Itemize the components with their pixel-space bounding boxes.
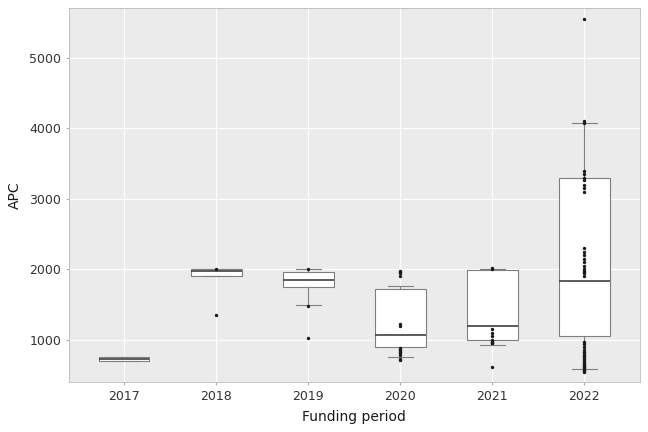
Point — [579, 266, 590, 273]
Point — [395, 273, 406, 280]
Point — [487, 340, 498, 347]
Point — [579, 356, 590, 362]
Point — [487, 329, 498, 336]
Point — [579, 252, 590, 259]
Point — [579, 188, 590, 195]
Point — [579, 346, 590, 353]
Point — [579, 118, 590, 124]
Point — [211, 311, 222, 318]
Point — [579, 267, 590, 274]
Point — [487, 264, 498, 271]
Point — [579, 348, 590, 355]
PathPatch shape — [467, 270, 518, 340]
Point — [395, 348, 406, 355]
Point — [579, 255, 590, 262]
PathPatch shape — [191, 269, 242, 276]
Point — [395, 346, 406, 353]
PathPatch shape — [99, 357, 150, 361]
Point — [579, 343, 590, 350]
Point — [579, 367, 590, 374]
Point — [579, 177, 590, 184]
Point — [579, 174, 590, 181]
Point — [579, 350, 590, 357]
Point — [579, 363, 590, 370]
Point — [579, 185, 590, 192]
Point — [579, 369, 590, 376]
Point — [395, 350, 406, 357]
Point — [579, 366, 590, 373]
Point — [395, 356, 406, 362]
Point — [487, 339, 498, 346]
Point — [303, 302, 314, 309]
Point — [395, 269, 406, 276]
Point — [579, 269, 590, 276]
Y-axis label: APC: APC — [8, 181, 22, 209]
Point — [579, 259, 590, 266]
Point — [579, 119, 590, 126]
PathPatch shape — [283, 272, 334, 287]
Point — [579, 354, 590, 361]
Point — [487, 338, 498, 345]
PathPatch shape — [559, 178, 610, 336]
Point — [579, 338, 590, 345]
Point — [579, 181, 590, 188]
Point — [487, 338, 498, 345]
Point — [579, 270, 590, 277]
Point — [579, 262, 590, 269]
Point — [487, 363, 498, 370]
Point — [395, 345, 406, 352]
Point — [395, 320, 406, 327]
Point — [579, 363, 590, 370]
Point — [487, 265, 498, 272]
Point — [487, 337, 498, 343]
Point — [579, 353, 590, 359]
Point — [303, 335, 314, 342]
X-axis label: Funding period: Funding period — [303, 410, 406, 424]
Point — [579, 273, 590, 280]
Point — [579, 16, 590, 22]
Point — [579, 362, 590, 368]
Point — [395, 270, 406, 277]
Point — [487, 333, 498, 340]
Point — [395, 347, 406, 354]
Point — [579, 365, 590, 372]
Point — [211, 265, 222, 272]
Point — [579, 340, 590, 347]
Point — [395, 267, 406, 274]
Point — [303, 265, 314, 272]
Point — [395, 322, 406, 329]
Point — [579, 171, 590, 178]
Point — [579, 359, 590, 366]
Point — [579, 248, 590, 255]
Point — [395, 357, 406, 364]
Point — [579, 361, 590, 368]
PathPatch shape — [375, 289, 426, 347]
Point — [579, 351, 590, 358]
Point — [395, 352, 406, 359]
Point — [579, 167, 590, 174]
Point — [579, 358, 590, 365]
Point — [579, 357, 590, 364]
Point — [579, 245, 590, 251]
Point — [487, 326, 498, 333]
